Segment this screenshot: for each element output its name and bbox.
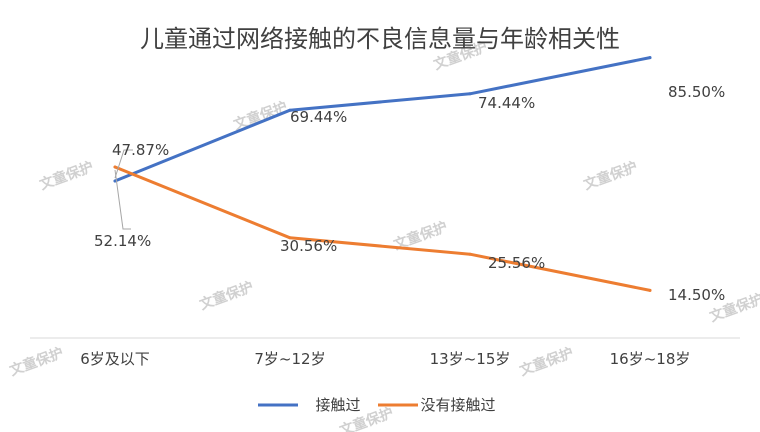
legend-label-1: 接触过 <box>315 396 360 414</box>
leader-line-s1-1 <box>114 149 133 179</box>
chart-title: 儿童通过网络接触的不良信息量与年龄相关性 <box>140 25 620 53</box>
data-point-s1-3 <box>468 92 472 96</box>
x-tick-labels: 6岁及以下 7岁~12岁 13岁~15岁 16岁~18岁 <box>80 350 690 368</box>
x-tick-label-2: 7岁~12岁 <box>254 350 325 368</box>
watermark-text-9: 文童保护 <box>517 344 575 379</box>
x-tick-label-3: 13岁~15岁 <box>430 350 511 368</box>
data-label-s2-4: 14.50% <box>668 286 725 304</box>
watermark-text-6: 文童保护 <box>197 278 255 313</box>
data-label-s1-3: 74.44% <box>478 94 535 112</box>
watermark-text-4: 文童保护 <box>581 158 639 193</box>
series-line-1 <box>113 56 652 183</box>
data-label-s2-1: 52.14% <box>94 232 151 250</box>
data-label-s1-4: 85.50% <box>668 83 725 101</box>
series-line-2 <box>113 165 652 292</box>
legend-label-2: 没有接触过 <box>420 396 495 414</box>
x-tick-label-4: 16岁~18岁 <box>610 350 691 368</box>
legend: 接触过 没有接触过 <box>258 396 496 414</box>
data-label-s2-2: 30.56% <box>280 237 337 255</box>
data-label-s2-3: 25.56% <box>488 254 545 272</box>
data-point-s1-1 <box>113 179 117 183</box>
x-tick-label-1: 6岁及以下 <box>80 350 150 368</box>
leader-line-s2-1 <box>114 169 131 230</box>
data-point-s2-2 <box>288 236 292 240</box>
data-point-s2-3 <box>468 252 472 256</box>
data-label-s1-2: 69.44% <box>290 108 347 126</box>
data-point-s2-4 <box>648 288 652 292</box>
data-labels-layer: 47.87% 69.44% 74.44% 85.50% 52.14% 30.56% 25.5… <box>94 83 725 304</box>
data-label-s1-1: 47.87% <box>112 141 169 159</box>
watermark-text-3: 文童保护 <box>37 158 95 193</box>
series-layer <box>113 56 652 292</box>
watermark-text-2: 文童保护 <box>231 98 289 133</box>
data-point-s1-2 <box>288 108 292 112</box>
data-point-s1-4 <box>648 56 652 60</box>
data-point-s2-1 <box>113 165 117 169</box>
watermark-text-8: 文童保护 <box>7 344 65 379</box>
